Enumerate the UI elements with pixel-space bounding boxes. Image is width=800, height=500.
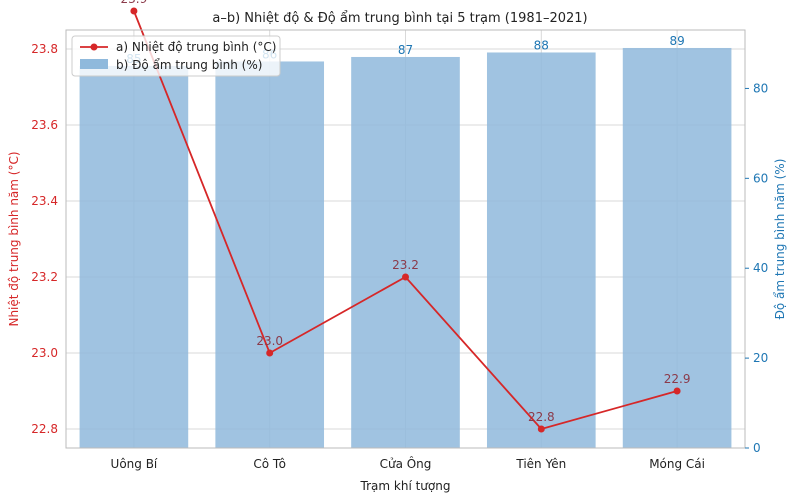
right-axis-title: Độ ẩm trung bình năm (%) xyxy=(773,159,787,320)
legend-temperature-marker xyxy=(90,43,98,51)
right-axis-tick-label: 60 xyxy=(753,171,768,185)
humidity-bar xyxy=(79,65,189,449)
temperature-data-label: 22.9 xyxy=(664,372,691,386)
humidity-data-label: 87 xyxy=(398,43,413,57)
right-axis-tick-label: 20 xyxy=(753,351,768,365)
temperature-point xyxy=(402,273,409,281)
x-axis-category-label: Móng Cái xyxy=(649,457,705,471)
chart-title: a–b) Nhiệt độ & Độ ẩm trung bình tại 5 t… xyxy=(212,11,587,26)
left-axis-tick-label: 22.8 xyxy=(31,422,58,436)
legend-temperature-label: a) Nhiệt độ trung bình (°C) xyxy=(116,40,276,54)
x-axis-title: Trạm khí tượng xyxy=(360,479,451,493)
humidity-bar xyxy=(351,56,460,448)
temperature-point xyxy=(537,425,545,433)
left-axis-tick-label: 23.6 xyxy=(31,118,58,132)
legend-humidity-label: b) Độ ẩm trung bình (%) xyxy=(116,58,262,72)
temperature-data-label: 22.8 xyxy=(528,410,555,424)
x-axis-category-label: Tiên Yên xyxy=(515,457,566,471)
left-axis-title: Nhiệt độ trung bình năm (°C) xyxy=(7,151,21,326)
temperature-data-label: 23.2 xyxy=(392,258,419,272)
humidity-bar xyxy=(215,61,325,448)
right-axis-tick-label: 80 xyxy=(753,81,768,95)
legend-box xyxy=(71,35,281,77)
humidity-bar xyxy=(486,52,596,449)
x-axis-category-label: Cửa Ông xyxy=(380,456,432,471)
temperature-point xyxy=(673,387,681,395)
plot-frame xyxy=(65,29,746,449)
x-axis-category-label: Cô Tô xyxy=(253,457,286,471)
legend-humidity-swatch xyxy=(80,59,108,69)
left-axis-tick-label: 23.4 xyxy=(31,194,58,208)
temperature-data-label: 23.9 xyxy=(121,0,148,6)
humidity-data-label: 89 xyxy=(669,34,684,48)
right-axis-tick-label: 0 xyxy=(753,441,761,455)
right-axis-tick-label: 40 xyxy=(753,261,768,275)
humidity-data-label: 88 xyxy=(534,38,549,52)
humidity-bar xyxy=(622,47,732,449)
left-axis-tick-label: 23.0 xyxy=(31,346,58,360)
temperature-data-label: 23.0 xyxy=(256,334,283,348)
x-axis-category-label: Uông Bí xyxy=(111,457,158,471)
temperature-point xyxy=(130,7,138,15)
left-axis-tick-label: 23.2 xyxy=(31,270,58,284)
temperature-point xyxy=(266,349,274,357)
left-axis-tick-label: 23.8 xyxy=(31,42,58,56)
